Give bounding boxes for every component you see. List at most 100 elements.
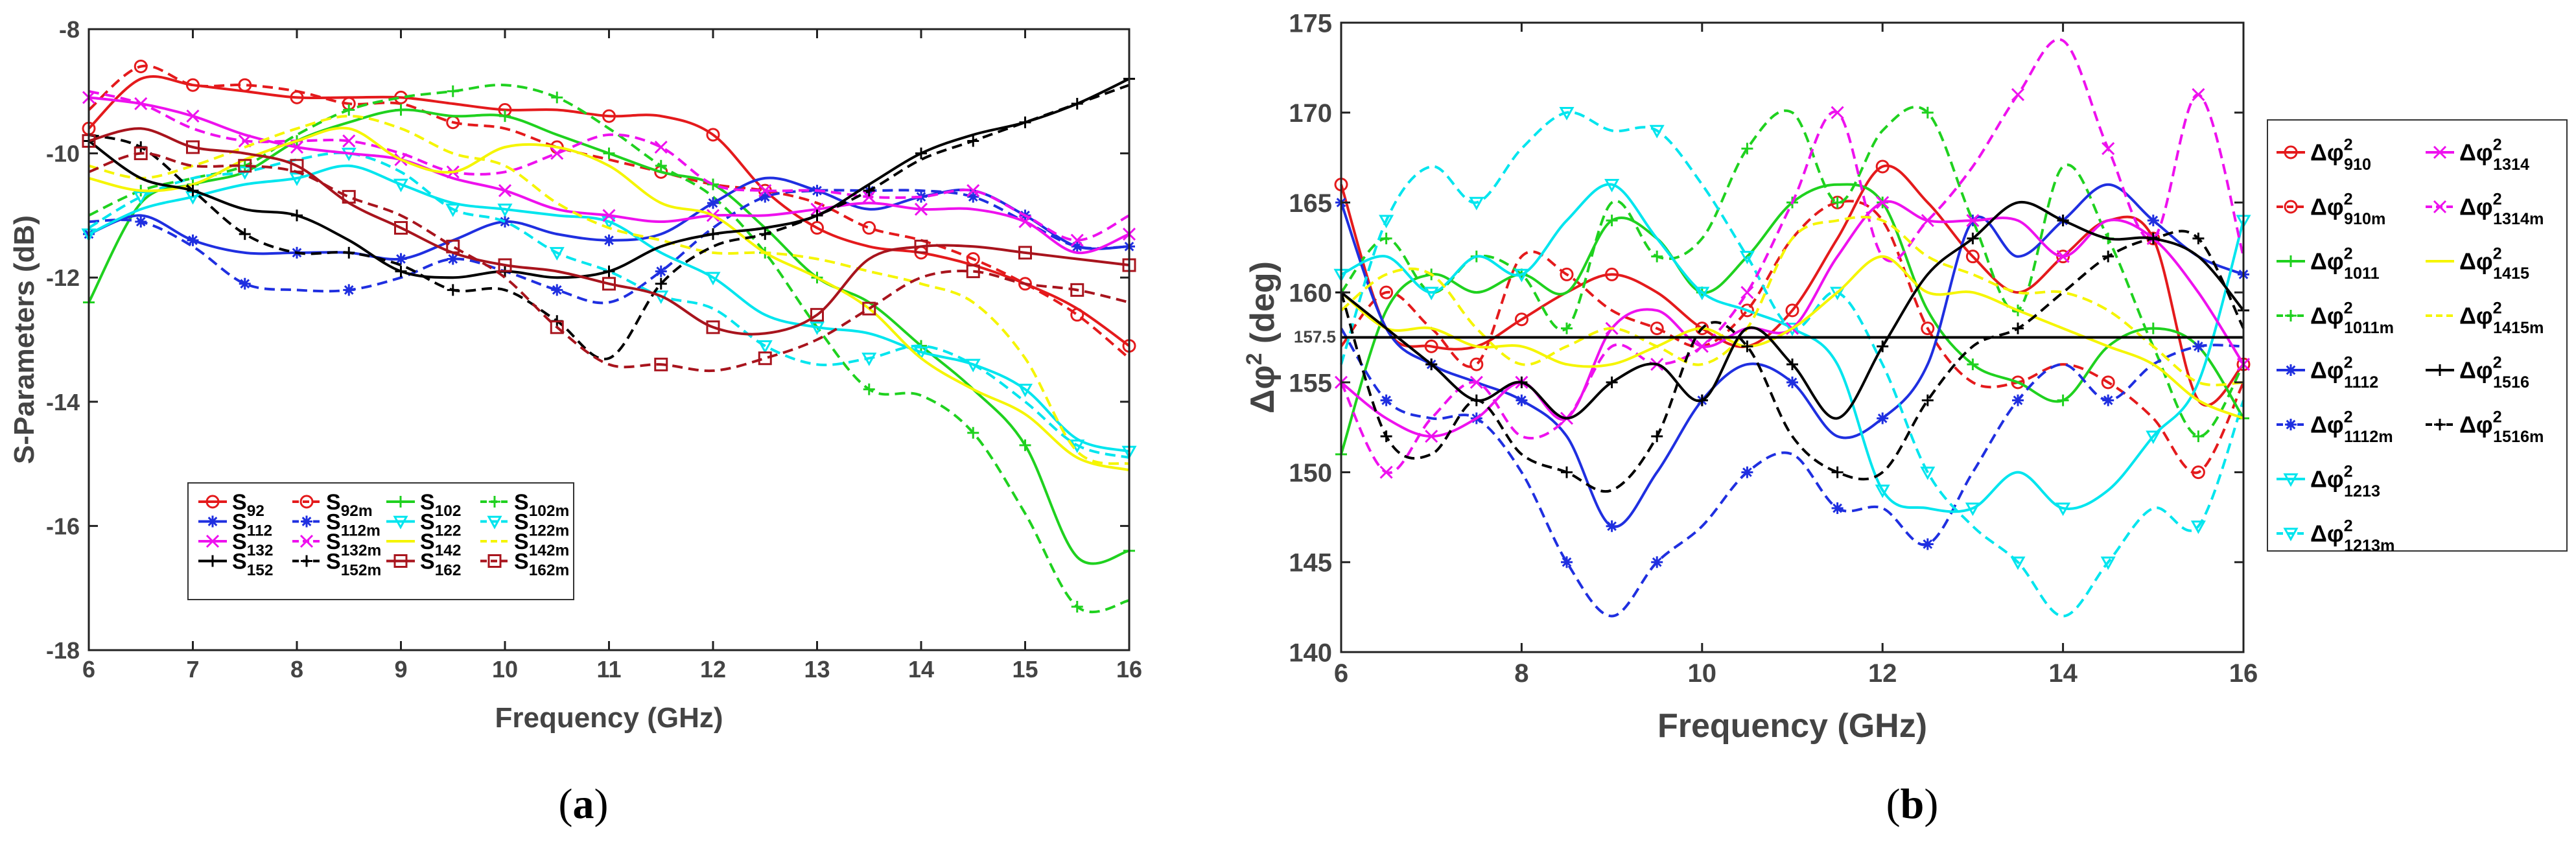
y-tick-label: -12 <box>46 264 80 291</box>
y-tick-label: 145 <box>1289 549 1332 578</box>
data-point <box>342 190 356 204</box>
data-point <box>2192 340 2205 353</box>
data-point <box>1651 250 1663 263</box>
series-line-1011 <box>1340 183 2245 455</box>
data-point <box>1516 376 1528 388</box>
legend-sub: 1314m <box>2493 210 2544 228</box>
x-tick-label: 10 <box>492 656 518 683</box>
legend-sup: 2 <box>2493 353 2502 371</box>
data-point <box>1831 466 1844 478</box>
data-point <box>1469 196 1484 211</box>
data-point <box>602 209 616 222</box>
data-point <box>1786 358 1798 371</box>
data-point <box>1606 215 1618 227</box>
data-point <box>2102 394 2114 406</box>
series-1516m <box>1340 229 2245 493</box>
legend-sub: 152m <box>341 562 382 579</box>
legend-sub: 1516 <box>2493 373 2529 392</box>
legend-swatch-marker <box>2433 200 2447 214</box>
legend-sub: 162m <box>529 562 570 579</box>
data-point <box>810 221 824 235</box>
legend-sup: 2 <box>2344 190 2353 208</box>
data-point <box>1424 339 1438 353</box>
legend-swatch-marker <box>2285 310 2297 322</box>
data-point <box>289 172 305 187</box>
data-point <box>1831 502 1844 515</box>
x-tick-label: 6 <box>82 656 95 683</box>
x-tick-label: 9 <box>394 656 407 683</box>
legend-swatch-marker <box>2285 364 2297 376</box>
data-point <box>1921 214 1934 228</box>
data-point <box>1380 232 1392 244</box>
data-point <box>707 178 719 191</box>
data-point <box>1921 538 1934 550</box>
data-point <box>1650 322 1664 336</box>
data-point <box>1018 215 1032 229</box>
series-line-910m <box>1340 200 2245 474</box>
legend-sub: 1112 <box>2344 373 2378 392</box>
legend-sub: 102m <box>529 502 570 520</box>
data-point <box>602 277 616 291</box>
y-axis-label-sup: 2 <box>1242 353 1267 366</box>
data-point <box>1739 250 1755 264</box>
data-point <box>654 140 668 154</box>
data-point <box>497 204 513 217</box>
data-point <box>1831 196 1844 209</box>
data-point <box>1605 267 1619 281</box>
panel-label-a: (a) <box>559 780 609 828</box>
data-point <box>1018 246 1032 260</box>
legend-item-152m: S152m <box>292 549 381 579</box>
x-tick-label: 12 <box>700 656 726 683</box>
data-point <box>2057 394 2069 406</box>
legend-sub: 142m <box>529 542 570 559</box>
panel-a-open-paren: ( <box>559 780 573 828</box>
data-point <box>1425 430 1438 443</box>
data-point <box>1965 502 1980 517</box>
panel-b-letter: b <box>1901 780 1925 828</box>
legend-swatch-marker <box>487 554 502 568</box>
data-point <box>2190 520 2206 534</box>
legend-swatch-marker <box>2283 473 2299 487</box>
panel-a-letter: a <box>573 780 594 828</box>
y-tick-label: 170 <box>1289 99 1332 128</box>
x-tick-label: 10 <box>1688 659 1717 688</box>
data-point <box>603 234 615 246</box>
data-point <box>1920 466 1936 480</box>
data-point <box>1561 556 1573 568</box>
series-line-1314m <box>1340 38 2245 474</box>
legend-sub: 1213m <box>2344 537 2395 555</box>
data-point <box>1071 240 1083 253</box>
data-point <box>914 239 928 253</box>
data-point <box>134 146 148 161</box>
data-point <box>447 284 459 296</box>
data-point <box>1651 430 1663 443</box>
panel-a-close-paren: ) <box>594 780 609 828</box>
data-point <box>1019 116 1031 128</box>
data-point <box>810 308 824 322</box>
data-point <box>186 110 200 123</box>
x-axis-label: Frequency (GHz) <box>1657 707 1927 745</box>
data-point <box>394 221 408 235</box>
legend-swatch-marker <box>2283 528 2299 542</box>
legend-sup: 2 <box>2344 135 2353 154</box>
legend-sub: 1011 <box>2344 264 2380 283</box>
data-point <box>1921 106 1934 119</box>
series-line-142 <box>88 126 1130 472</box>
legend-sub: 112m <box>341 522 381 540</box>
panel-label-b: (b) <box>1886 780 1939 828</box>
legend-sup: 2 <box>2493 135 2502 154</box>
series-162 <box>82 127 1136 336</box>
legend-sub: 1415 <box>2493 264 2529 283</box>
data-point <box>811 209 823 222</box>
data-point <box>395 265 407 277</box>
series-line-162m <box>88 152 1130 373</box>
data-point <box>1740 303 1754 318</box>
legend-swatch-marker <box>2284 200 2298 214</box>
series-1314m <box>1340 38 2245 479</box>
legend-swatch-marker <box>2285 419 2297 430</box>
data-point <box>2146 430 2161 445</box>
data-point <box>914 202 928 216</box>
data-point <box>966 184 980 198</box>
data-point <box>291 209 303 222</box>
